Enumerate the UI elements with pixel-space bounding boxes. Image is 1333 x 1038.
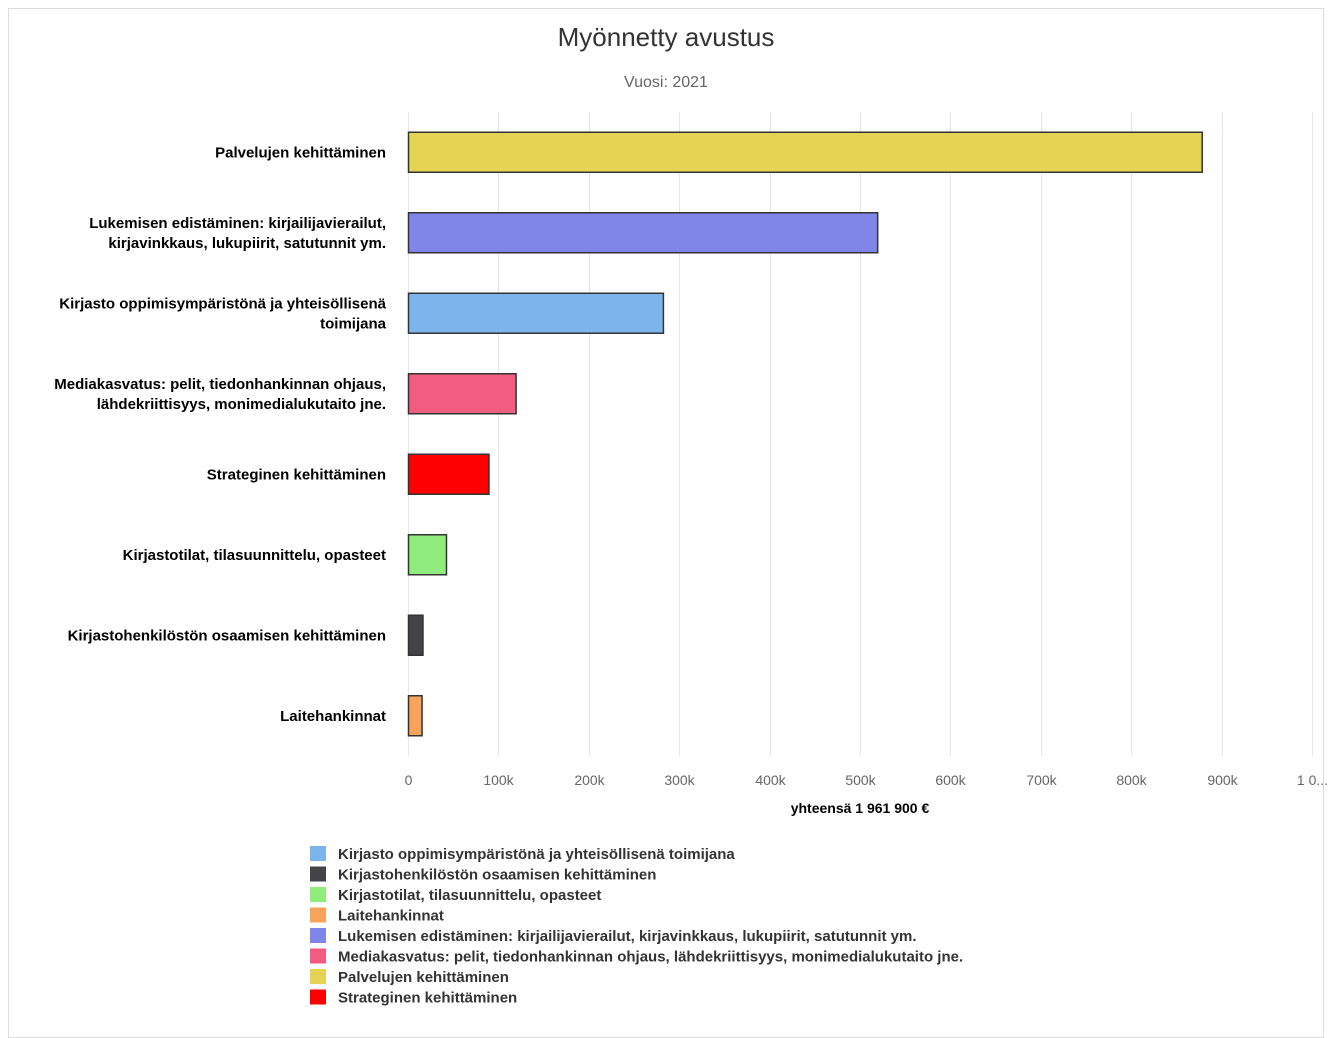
bars — [407, 131, 1203, 737]
chart-subtitle: Vuosi: 2021 — [624, 74, 708, 91]
legend-swatch — [310, 866, 326, 882]
chart-title: Myönnetty avustus — [558, 22, 775, 52]
x-tick-label: 200k — [574, 772, 605, 788]
category-labels: Palvelujen kehittäminen Lukemisen edistäm… — [54, 144, 386, 725]
x-axis-ticks: 0 100k 200k 300k 400k 500k 600k 700k 800k 900k 1 0… — [405, 772, 1328, 788]
legend-swatch — [310, 989, 326, 1005]
legend-label: Kirjastohenkilöstön osaamisen kehittämin… — [338, 867, 656, 884]
legend-label: Palvelujen kehittäminen — [338, 969, 509, 986]
legend-item[interactable]: Kirjasto oppimisympäristönä ja yhteisöll… — [310, 846, 735, 863]
legend-label: Mediakasvatus: pelit, tiedonhankinnan oh… — [338, 949, 963, 966]
x-tick-label: 700k — [1026, 772, 1057, 788]
chart-frame — [8, 8, 1324, 1038]
x-tick-label: 800k — [1116, 772, 1147, 788]
x-tick-label: 1 0... — [1297, 772, 1328, 788]
bar[interactable] — [407, 131, 1203, 173]
legend-swatch — [310, 887, 326, 902]
category-label: Kirjasto oppimisympäristönä ja yhteisöll… — [59, 295, 386, 312]
x-tick-label: 900k — [1207, 772, 1238, 788]
legend-item[interactable]: Mediakasvatus: pelit, tiedonhankinnan oh… — [310, 948, 963, 966]
category-label: Mediakasvatus: pelit, tiedonhankinnan oh… — [54, 376, 386, 393]
legend-swatch — [310, 948, 326, 964]
x-tick-label: 100k — [483, 772, 514, 788]
bar[interactable] — [407, 695, 423, 737]
legend-swatch — [310, 846, 326, 861]
category-label: Kirjastotilat, tilasuunnittelu, opasteet — [123, 547, 386, 564]
legend-item[interactable]: Laitehankinnat — [310, 907, 444, 925]
x-tick-label: 500k — [845, 772, 876, 788]
category-label: Strateginen kehittäminen — [207, 466, 386, 483]
bar[interactable] — [407, 614, 424, 656]
bar[interactable] — [407, 534, 448, 576]
x-tick-label: 0 — [405, 772, 413, 788]
x-tick-label: 300k — [664, 772, 695, 788]
legend-label: Laitehankinnat — [338, 908, 444, 925]
category-label: Palvelujen kehittäminen — [215, 144, 386, 161]
legend-item[interactable]: Lukemisen edistäminen: kirjailijavierail… — [310, 928, 917, 945]
category-label: Lukemisen edistäminen: kirjailijavierail… — [89, 215, 386, 232]
x-tick-label: 600k — [935, 772, 966, 788]
legend-label: Kirjastotilat, tilasuunnittelu, opasteet — [338, 887, 601, 904]
category-label: toimijana — [320, 315, 387, 332]
legend-label: Kirjasto oppimisympäristönä ja yhteisöll… — [338, 846, 735, 863]
legend-swatch — [310, 907, 326, 923]
legend-item[interactable]: Strateginen kehittäminen — [310, 989, 517, 1007]
legend[interactable]: Kirjasto oppimisympäristönä ja yhteisöll… — [310, 846, 963, 1007]
category-label: kirjavinkkaus, lukupiirit, satutunnit ym… — [108, 235, 386, 252]
category-label: Laitehankinnat — [280, 708, 386, 725]
legend-label: Strateginen kehittäminen — [338, 990, 517, 1007]
bar[interactable] — [407, 292, 665, 334]
category-label: lähdekriittisyys, monimedialukutaito jne… — [97, 396, 386, 413]
bar[interactable] — [407, 373, 517, 415]
legend-swatch — [310, 928, 326, 943]
legend-label: Lukemisen edistäminen: kirjailijavierail… — [338, 928, 917, 945]
category-label: Kirjastohenkilöstön osaamisen kehittämin… — [68, 627, 386, 644]
bar[interactable] — [407, 453, 490, 495]
legend-item[interactable]: Kirjastohenkilöstön osaamisen kehittämin… — [310, 866, 656, 884]
x-axis-title: yhteensä 1 961 900 € — [791, 800, 930, 816]
legend-swatch — [310, 969, 326, 984]
bar[interactable] — [407, 212, 879, 254]
legend-item[interactable]: Palvelujen kehittäminen — [310, 969, 509, 986]
legend-item[interactable]: Kirjastotilat, tilasuunnittelu, opasteet — [310, 887, 601, 904]
grid-lines — [408, 112, 1313, 756]
x-tick-label: 400k — [755, 772, 786, 788]
